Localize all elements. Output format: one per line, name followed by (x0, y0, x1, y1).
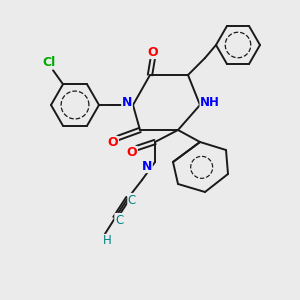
Text: O: O (148, 46, 158, 59)
Text: O: O (127, 146, 137, 160)
Text: N: N (122, 95, 132, 109)
Text: N: N (142, 160, 152, 172)
Text: C: C (115, 214, 123, 226)
Text: H: H (103, 235, 111, 248)
Text: O: O (108, 136, 118, 149)
Text: NH: NH (200, 95, 220, 109)
Text: C: C (128, 194, 136, 206)
Text: Cl: Cl (42, 56, 56, 69)
